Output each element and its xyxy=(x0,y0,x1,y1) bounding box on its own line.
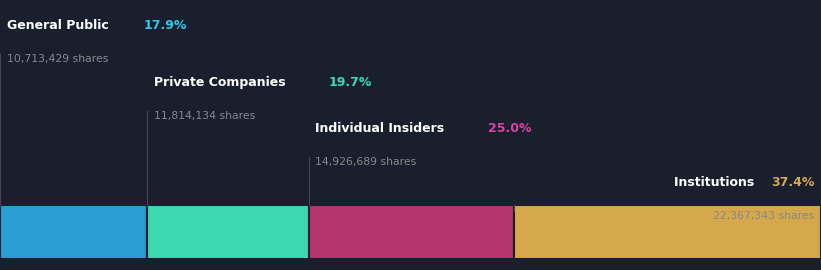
Bar xyxy=(514,205,821,259)
Text: 11,814,134 shares: 11,814,134 shares xyxy=(154,111,255,121)
Text: 17.9%: 17.9% xyxy=(144,19,187,32)
Bar xyxy=(309,205,514,259)
Text: 37.4%: 37.4% xyxy=(771,176,814,188)
Text: 25.0%: 25.0% xyxy=(488,122,531,134)
Text: Private Companies: Private Companies xyxy=(154,76,290,89)
Text: 19.7%: 19.7% xyxy=(329,76,373,89)
Text: Individual Insiders: Individual Insiders xyxy=(315,122,449,134)
Text: 14,926,689 shares: 14,926,689 shares xyxy=(315,157,416,167)
Text: General Public: General Public xyxy=(7,19,112,32)
Text: 10,713,429 shares: 10,713,429 shares xyxy=(7,54,108,64)
Bar xyxy=(147,205,309,259)
Bar xyxy=(0,205,147,259)
Text: 22,367,343 shares: 22,367,343 shares xyxy=(713,211,814,221)
Text: Institutions: Institutions xyxy=(674,176,759,188)
